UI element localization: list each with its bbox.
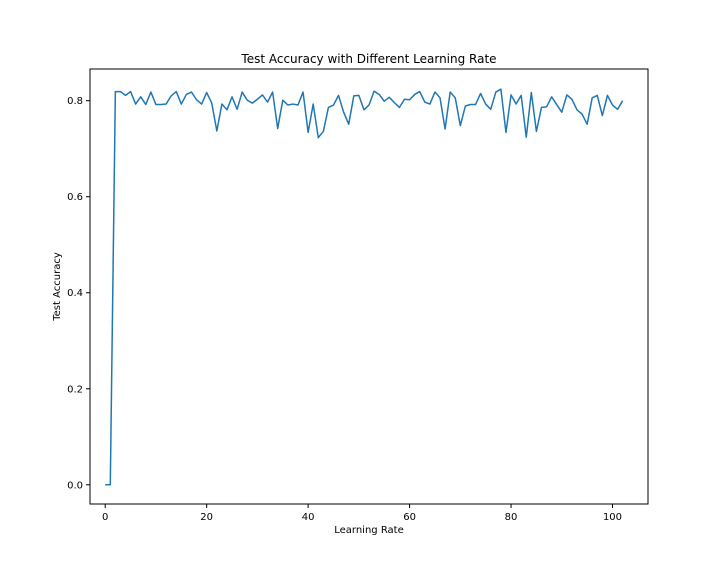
y-tick-label: 0.0 [67,480,83,491]
y-axis: 0.0 0.2 0.4 0.6 0.8 [67,96,90,491]
chart-title: Test Accuracy with Different Learning Ra… [240,52,496,66]
x-tick-label: 40 [302,512,315,523]
series-line-0 [105,88,624,486]
x-tick-label: 60 [403,512,416,523]
x-tick-label: 20 [200,512,213,523]
plot-area [89,68,649,505]
y-tick-label: 0.8 [67,96,83,107]
x-tick-label: 100 [603,512,622,523]
y-axis-label: Test Accuracy [52,252,63,322]
y-tick-label: 0.4 [67,288,83,299]
y-tick-label: 0.6 [67,192,83,203]
series-layer [105,88,624,486]
x-axis-label: Learning Rate [334,525,404,536]
x-tick-label: 0 [102,512,108,523]
x-axis: 0 20 40 60 80 100 [102,504,622,523]
y-tick-label: 0.2 [67,384,83,395]
x-tick-label: 80 [505,512,518,523]
